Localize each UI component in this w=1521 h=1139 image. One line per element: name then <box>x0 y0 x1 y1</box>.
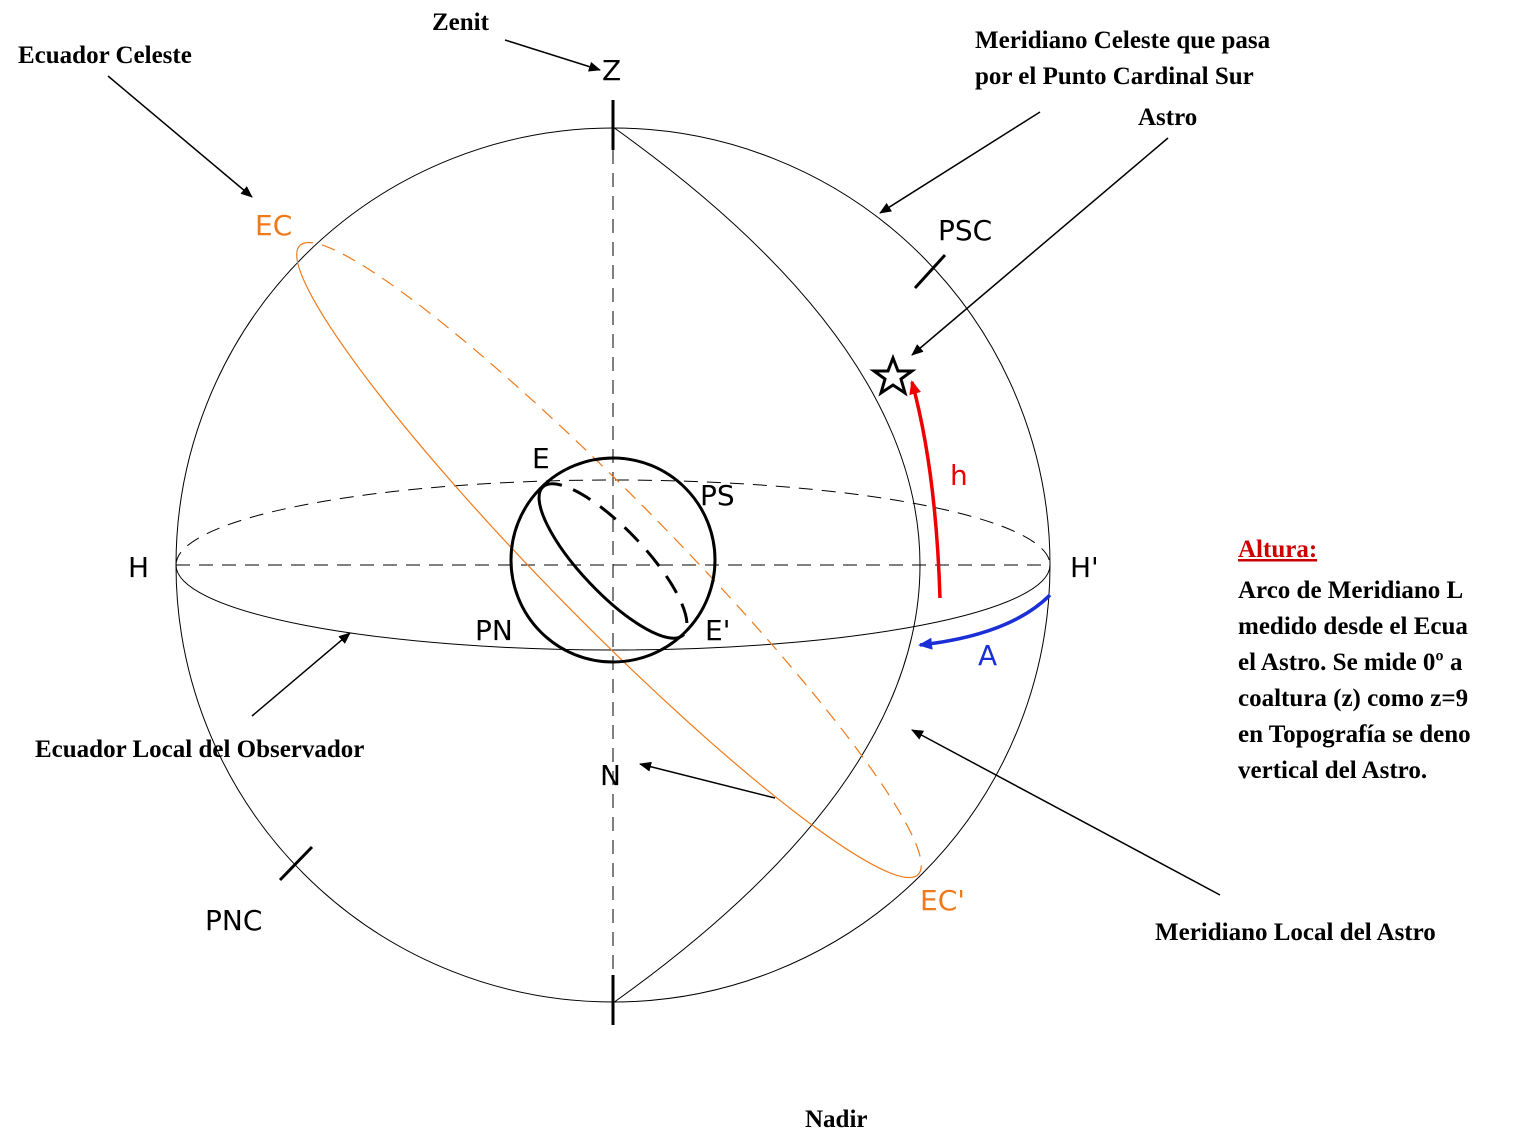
altitude-arc <box>909 380 942 599</box>
point-label: E' <box>705 614 730 647</box>
small-sphere <box>509 456 717 664</box>
sphere-lines <box>175 126 1051 1004</box>
label: Ecuador Celeste <box>18 42 192 69</box>
label: Nadir <box>805 1106 868 1133</box>
note-line: el Astro. Se mide 0º a <box>1238 649 1463 676</box>
star-meridian <box>612 126 921 1004</box>
label: Zenit <box>432 9 490 36</box>
point-label: EC' <box>920 884 965 917</box>
note-line: medido desde el Ecua <box>1238 613 1468 640</box>
point-label: H <box>128 551 149 584</box>
label: Astro <box>1138 104 1197 131</box>
point-label: E <box>532 442 550 475</box>
note-line: Arco de Meridiano L <box>1238 577 1463 604</box>
horizon-front <box>175 564 1051 651</box>
pointers <box>107 39 1221 896</box>
point-label: PN <box>475 614 513 647</box>
star <box>869 353 917 397</box>
point-label: h <box>950 459 968 492</box>
point-label: N <box>600 759 621 792</box>
label: Meridiano Celeste que pasa <box>975 27 1271 54</box>
point-label: A <box>978 639 997 672</box>
ticks <box>278 100 947 1025</box>
point-label: H' <box>1070 551 1099 584</box>
note-line: coaltura (z) como z=9 <box>1238 685 1468 712</box>
label: Ecuador Local del Observador <box>35 736 364 763</box>
point-label: PNC <box>205 904 262 937</box>
azimuth-arc <box>918 593 1052 650</box>
point-label: PS <box>700 479 735 512</box>
point-label: Z <box>602 54 621 87</box>
note-title: Altura: <box>1238 536 1317 563</box>
horizon-back <box>175 479 1051 566</box>
note-line: vertical del Astro. <box>1238 757 1427 784</box>
celestial-equator <box>296 241 922 879</box>
point-label: EC <box>255 209 292 242</box>
label: Meridiano Local del Astro <box>1155 919 1436 946</box>
label: por el Punto Cardinal Sur <box>975 63 1254 90</box>
point-label: PSC <box>938 214 992 247</box>
note-line: en Topografía se deno <box>1238 721 1471 748</box>
